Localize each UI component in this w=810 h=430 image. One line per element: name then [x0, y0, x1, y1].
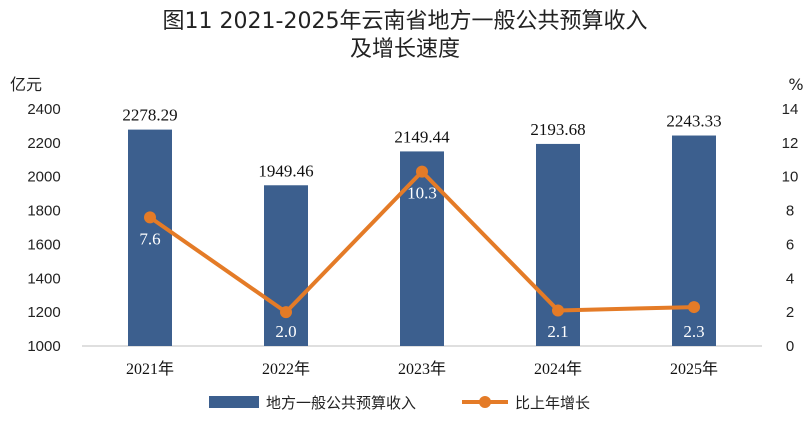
- growth-point: [416, 165, 428, 178]
- left-axis-unit: 亿元: [10, 75, 42, 94]
- growth-point: [688, 301, 700, 314]
- left-tick-label: 1400: [27, 270, 60, 287]
- right-tick-label: 2: [786, 304, 794, 321]
- right-tick-label: 12: [782, 135, 799, 152]
- category-label: 2022年: [262, 360, 310, 378]
- left-tick-label: 1600: [27, 236, 60, 253]
- legend-label-growth: 比上年增长: [515, 394, 590, 412]
- plot-area: 1000 1200 1400 1600 1800 2000 2200 2400 0 2 4 6 8 10 1…: [27, 101, 798, 378]
- legend: 地方一般公共预算收入 比上年增长: [209, 394, 590, 412]
- bar-value-label: 2149.44: [394, 127, 450, 146]
- bar-revenue: [264, 185, 308, 346]
- growth-point: [280, 306, 292, 319]
- bar-revenue: [128, 129, 172, 346]
- right-tick-label: 0: [786, 338, 794, 355]
- right-axis-unit: %: [788, 75, 803, 94]
- category-label: 2024年: [534, 360, 582, 378]
- chart-title-line2: 及增长速度: [350, 37, 460, 62]
- left-tick-label: 1800: [27, 203, 60, 220]
- left-tick-label: 2000: [27, 169, 60, 186]
- left-tick-label: 2200: [27, 135, 60, 152]
- growth-value-label: 7.6: [139, 229, 160, 248]
- category-label: 2023年: [398, 360, 446, 378]
- growth-value-label: 2.0: [275, 322, 296, 341]
- legend-swatch-revenue: [209, 396, 259, 408]
- category-label: 2025年: [670, 360, 718, 378]
- growth-value-label: 2.3: [683, 322, 704, 341]
- left-tick-label: 1200: [27, 304, 60, 321]
- right-tick-label: 6: [786, 236, 794, 253]
- growth-value-label: 2.1: [547, 322, 568, 341]
- bar-revenue: [672, 135, 716, 346]
- growth-point: [552, 304, 564, 317]
- legend-swatch-growth-marker: [479, 396, 491, 408]
- right-tick-label: 8: [786, 203, 794, 220]
- legend-label-revenue: 地方一般公共预算收入: [266, 394, 416, 412]
- left-tick-label: 2400: [27, 101, 60, 118]
- right-tick-label: 14: [782, 101, 799, 118]
- growth-value-label: 10.3: [407, 184, 437, 203]
- right-tick-label: 4: [786, 270, 794, 287]
- right-tick-label: 10: [782, 169, 799, 186]
- chart-title-line1: 图11 2021-2025年云南省地方一般公共预算收入: [163, 9, 648, 34]
- left-tick-label: 1000: [27, 338, 60, 355]
- bar-value-label: 1949.46: [258, 161, 313, 180]
- growth-point: [144, 211, 156, 224]
- bar-value-label: 2278.29: [122, 106, 177, 125]
- bar-value-label: 2243.33: [666, 112, 721, 131]
- bar-value-label: 2193.68: [530, 120, 585, 139]
- bar-revenue: [400, 151, 444, 346]
- category-label: 2021年: [126, 360, 174, 378]
